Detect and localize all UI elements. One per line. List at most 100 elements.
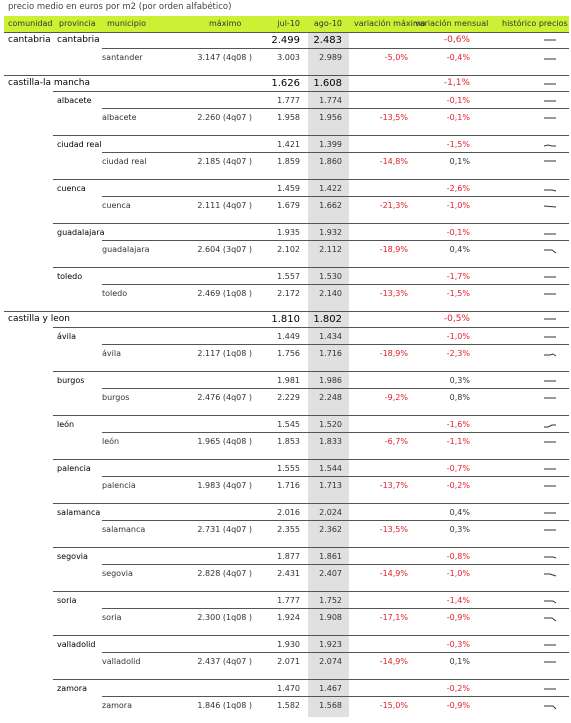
row-separator (102, 388, 569, 389)
provincia-name: cantabria (57, 35, 100, 45)
historico-sparkline-icon (544, 83, 556, 85)
variacion-mensual-value: -0,1% (446, 96, 470, 105)
ago-value: 1.530 (319, 272, 342, 281)
variacion-mensual-value: -0,7% (446, 464, 470, 473)
jul-value: 2.355 (277, 525, 300, 534)
provincia-name: salamanca (57, 508, 101, 517)
municipio-name: guadalajara (102, 245, 150, 254)
variacion-maximo-value: -13,5% (379, 525, 408, 534)
table-row-comunidad: castilla y leon 1.810 1.802 -0,5% (4, 311, 569, 327)
variacion-mensual-value: -1,0% (446, 201, 470, 210)
jul-value: 1.777 (277, 96, 300, 105)
table-row-provincia: albacete 1.777 1.774 -0,1% (4, 91, 569, 108)
variacion-maximo-value: -13,3% (379, 289, 408, 298)
table-row-municipio: segovia 2.828 (4q07 ) 2.431 2.407 -14,9% -1,0… (4, 564, 569, 591)
variacion-mensual-value: -0,3% (446, 640, 470, 649)
historico-sparkline-icon (544, 468, 556, 470)
comunidad-name: castilla y leon (8, 314, 70, 324)
maximo-value: 2.731 (4q07 ) (197, 525, 252, 534)
header-municipio[interactable]: municipio (107, 19, 146, 28)
table-row-provincia: soria 1.777 1.752 -1,4% (4, 591, 569, 608)
jul-value: 1.935 (277, 228, 300, 237)
ago-value: 1.422 (319, 184, 342, 193)
jul-value: 1.853 (277, 437, 300, 446)
ago-value: 1.833 (319, 437, 342, 446)
row-separator (102, 696, 569, 697)
municipio-name: albacete (102, 113, 137, 122)
provincia-name: ávila (57, 332, 76, 341)
variacion-mensual-value: 0,1% (449, 157, 470, 166)
header-variacion-mensual[interactable]: variación mensual (415, 19, 489, 28)
variacion-mensual-value: -1,7% (446, 272, 470, 281)
variacion-mensual-value: -0,2% (446, 684, 470, 693)
page-caption: precio medio en euros por m2 (por orden … (8, 2, 232, 12)
jul-value: 1.930 (277, 640, 300, 649)
table-row-comunidad: cantabria cantabria 2.499 2.483 -0,6% (4, 32, 569, 48)
variacion-maximo-value: -14,8% (379, 157, 408, 166)
variacion-mensual-value: -2,3% (446, 349, 470, 358)
ago-value: 1.520 (319, 420, 342, 429)
jul-value: 1.981 (277, 376, 300, 385)
row-separator (53, 591, 569, 592)
header-provincia[interactable]: provincia (59, 19, 96, 28)
ago-value: 1.434 (319, 332, 342, 341)
ago-value: 1.986 (319, 376, 342, 385)
variacion-mensual-value: 0,4% (449, 508, 470, 517)
ago-value: 1.568 (319, 701, 342, 710)
historico-sparkline-icon (544, 293, 556, 295)
header-historico[interactable]: histórico precios (502, 19, 568, 28)
header-comunidad[interactable]: comunidad (8, 19, 53, 28)
variacion-mensual-value: -0,2% (446, 481, 470, 490)
ago-value: 2.362 (319, 525, 342, 534)
variacion-mensual-value: -0,1% (446, 228, 470, 237)
table-row-provincia: zamora 1.470 1.467 -0,2% (4, 679, 569, 696)
variacion-mensual-value: -1,5% (446, 289, 470, 298)
variacion-mensual-value: -1,4% (446, 596, 470, 605)
maximo-value: 2.604 (3q07 ) (197, 245, 252, 254)
row-separator (102, 520, 569, 521)
row-separator (53, 267, 569, 268)
table-row-provincia: burgos 1.981 1.986 0,3% (4, 371, 569, 388)
header-ago[interactable]: ago-10 (313, 19, 342, 28)
table-row-municipio: zamora 1.846 (1q08 ) 1.582 1.568 -15,0% -0,9% (4, 696, 569, 723)
table-row-municipio: ciudad real 2.185 (4q07 ) 1.859 1.860 -14,8%… (4, 152, 569, 179)
provincia-name: cuenca (57, 184, 86, 193)
jul-value: 1.679 (277, 201, 300, 210)
table-row-comunidad: castilla-la mancha 1.626 1.608 -1,1% (4, 75, 569, 91)
historico-sparkline-icon (544, 233, 556, 235)
ago-value: 1.467 (319, 684, 342, 693)
variacion-maximo-value: -18,9% (379, 349, 408, 358)
historico-sparkline-icon (544, 160, 556, 162)
jul-value: 2.499 (271, 35, 300, 46)
row-separator (53, 415, 569, 416)
jul-value: 1.924 (277, 613, 300, 622)
jul-value: 1.557 (277, 272, 300, 281)
row-separator (4, 32, 569, 33)
header-jul[interactable]: jul-10 (277, 19, 300, 28)
row-separator (53, 459, 569, 460)
historico-sparkline-icon (544, 512, 556, 514)
table-row-provincia: toledo 1.557 1.530 -1,7% (4, 267, 569, 284)
table-row-municipio: soria 2.300 (1q08 ) 1.924 1.908 -17,1% -0,9% (4, 608, 569, 635)
historico-sparkline-icon (544, 58, 556, 60)
header-maximo[interactable]: máximo (209, 19, 242, 28)
jul-value: 1.810 (271, 314, 300, 325)
historico-sparkline-icon (544, 39, 556, 41)
historico-sparkline-icon (544, 205, 557, 208)
jul-value: 1.582 (277, 701, 300, 710)
header-variacion-maximo[interactable]: variación máximo (354, 19, 426, 28)
row-separator (4, 311, 569, 312)
jul-value: 1.449 (277, 332, 300, 341)
jul-value: 2.172 (277, 289, 300, 298)
variacion-mensual-value: -1,0% (446, 569, 470, 578)
maximo-value: 2.117 (1q08 ) (197, 349, 252, 358)
jul-value: 1.859 (277, 157, 300, 166)
variacion-maximo-value: -15,0% (379, 701, 408, 710)
maximo-value: 2.437 (4q07 ) (197, 657, 252, 666)
variacion-maximo-value: -14,9% (379, 657, 408, 666)
maximo-value: 2.111 (4q07 ) (197, 201, 252, 210)
table-row-municipio: guadalajara 2.604 (3q07 ) 2.102 2.112 -18,9%… (4, 240, 569, 267)
row-separator (102, 432, 569, 433)
maximo-value: 3.147 (4q08 ) (197, 53, 252, 62)
jul-value: 3.003 (277, 53, 300, 62)
